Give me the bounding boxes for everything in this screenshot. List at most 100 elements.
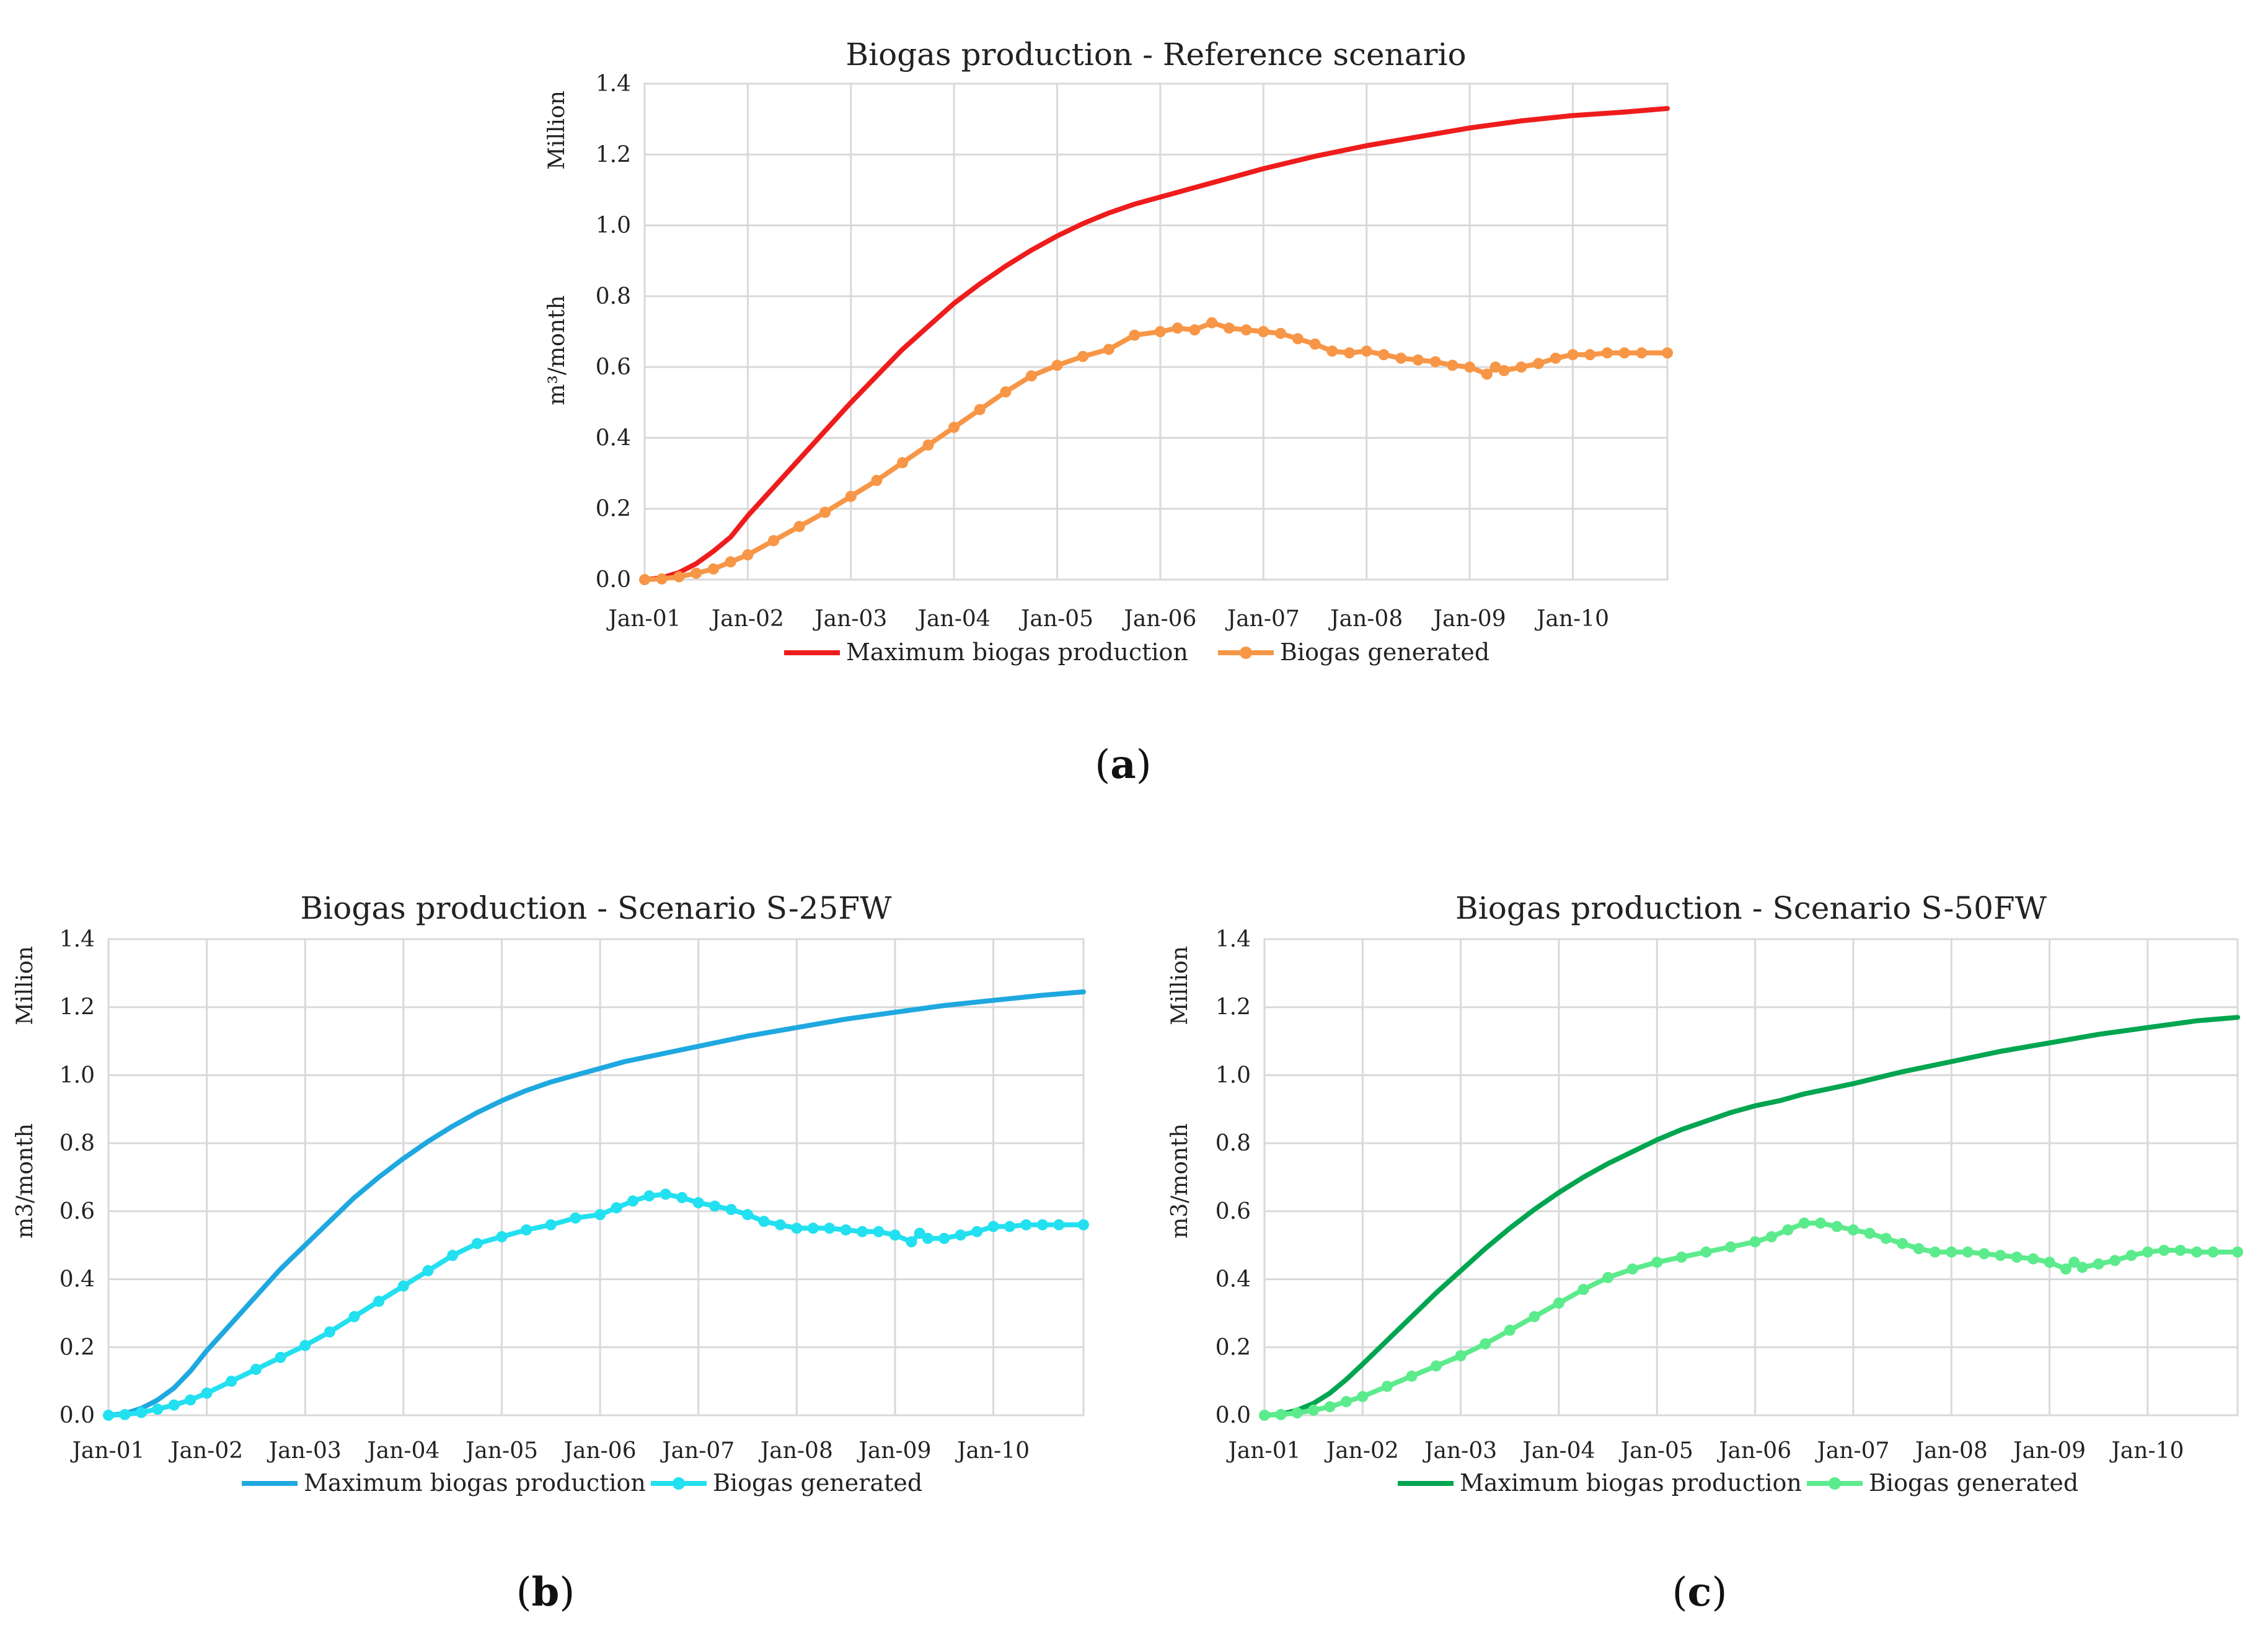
y-tick-label: 0.4 — [596, 425, 631, 451]
data-point — [1831, 1221, 1843, 1232]
data-point — [845, 490, 857, 502]
series-line-maximum — [106, 989, 1086, 1418]
y-tick-label: 0.8 — [1216, 1131, 1251, 1156]
data-point — [1381, 1381, 1393, 1392]
x-tick-label: Jan-06 — [1121, 606, 1196, 632]
data-point — [1223, 322, 1235, 334]
data-point — [1378, 349, 1390, 361]
data-point — [896, 457, 908, 469]
data-point — [2142, 1246, 2153, 1258]
data-point — [656, 573, 668, 585]
data-point — [709, 1200, 721, 1212]
x-tick-label: Jan-10 — [1534, 606, 1609, 632]
y-unit-label: Million — [1167, 946, 1193, 1025]
y-tick-label: 0.8 — [60, 1131, 95, 1156]
data-point — [873, 1226, 885, 1237]
data-point — [840, 1224, 852, 1236]
chart-title: Biogas production - Reference scenario — [845, 37, 1466, 73]
data-point — [1361, 345, 1372, 357]
data-point — [922, 439, 934, 451]
y-axis-label: m3/month — [1167, 1123, 1193, 1239]
data-point — [135, 1407, 147, 1418]
data-point — [373, 1296, 385, 1307]
data-point — [2174, 1244, 2186, 1256]
data-point — [1326, 345, 1338, 357]
data-point — [1662, 347, 1673, 359]
data-point — [1913, 1243, 1925, 1255]
x-tick-label: Jan-09 — [856, 1438, 931, 1464]
data-point — [1897, 1237, 1908, 1249]
x-tick-label: Jan-08 — [1328, 606, 1403, 632]
data-point — [1412, 354, 1424, 366]
data-point — [1172, 322, 1183, 334]
data-point — [2109, 1255, 2121, 1266]
data-point — [119, 1408, 131, 1420]
data-point — [1995, 1250, 2006, 1262]
data-point — [1077, 351, 1089, 362]
data-point — [742, 1209, 754, 1221]
data-point — [707, 563, 719, 575]
data-point — [275, 1351, 286, 1363]
data-point — [948, 422, 960, 433]
y-tick-label: 0.2 — [596, 497, 631, 522]
x-tick-label: Jan-02 — [709, 606, 784, 632]
data-point — [422, 1265, 434, 1276]
legend-label: Maximum biogas production — [1460, 1469, 1802, 1496]
x-tick-label: Jan-08 — [758, 1438, 833, 1464]
data-point — [1880, 1232, 1892, 1244]
data-point — [1447, 360, 1458, 371]
data-point — [1309, 338, 1321, 350]
legend-label: Biogas generated — [1280, 639, 1489, 666]
data-point — [1051, 360, 1063, 371]
y-axis-label: m3/month — [12, 1123, 38, 1239]
data-point — [889, 1229, 901, 1241]
data-point — [2011, 1251, 2023, 1263]
data-point — [1103, 343, 1114, 355]
data-point — [1292, 333, 1304, 345]
data-point — [1154, 326, 1166, 337]
data-point — [226, 1376, 237, 1387]
data-point — [955, 1229, 966, 1241]
y-tick-label: 0.4 — [1216, 1267, 1251, 1293]
plot-area — [643, 82, 1669, 581]
data-point — [1929, 1246, 1941, 1258]
x-tick-label: Jan-06 — [562, 1438, 637, 1464]
data-point — [987, 1221, 999, 1232]
data-point — [611, 1202, 622, 1214]
x-tick-label: Jan-07 — [1814, 1438, 1889, 1464]
legend-label: Biogas generated — [1869, 1469, 2078, 1496]
data-point — [1504, 1324, 1516, 1336]
legend-marker — [1829, 1477, 1841, 1490]
data-point — [1782, 1224, 1794, 1236]
data-point — [1429, 356, 1441, 368]
x-tick-label: Jan-05 — [1618, 1438, 1693, 1464]
data-point — [1529, 1310, 1540, 1322]
data-point — [1481, 368, 1493, 380]
data-point — [1020, 1219, 1032, 1231]
legend-label: Maximum biogas production — [304, 1469, 646, 1496]
data-point — [1455, 1350, 1467, 1361]
data-point — [691, 567, 702, 579]
y-tick-label: 1.0 — [60, 1063, 95, 1088]
data-point — [1498, 365, 1510, 376]
data-point — [570, 1212, 581, 1224]
data-point — [1979, 1248, 1990, 1260]
x-tick-label: Jan-10 — [955, 1438, 1030, 1464]
y-tick-label: 0.2 — [60, 1335, 95, 1360]
x-tick-label: Jan-01 — [1225, 1438, 1300, 1464]
data-point — [1636, 347, 1648, 359]
data-point — [974, 404, 986, 415]
y-unit-label: Million — [12, 946, 38, 1025]
data-point — [871, 475, 883, 486]
data-point — [1567, 349, 1579, 361]
y-tick-label: 1.0 — [596, 213, 631, 239]
data-point — [1308, 1404, 1320, 1416]
y-tick-label: 0.0 — [60, 1403, 95, 1428]
chart-a: Biogas production - Reference scenario 0.… — [544, 37, 1673, 788]
chart-c: Biogas production - Scenario S-50FW 0.0 0.… — [1167, 890, 2243, 1615]
data-point — [1000, 386, 1012, 398]
data-point — [791, 1222, 803, 1234]
data-point — [1343, 347, 1355, 359]
data-point — [1847, 1224, 1859, 1236]
